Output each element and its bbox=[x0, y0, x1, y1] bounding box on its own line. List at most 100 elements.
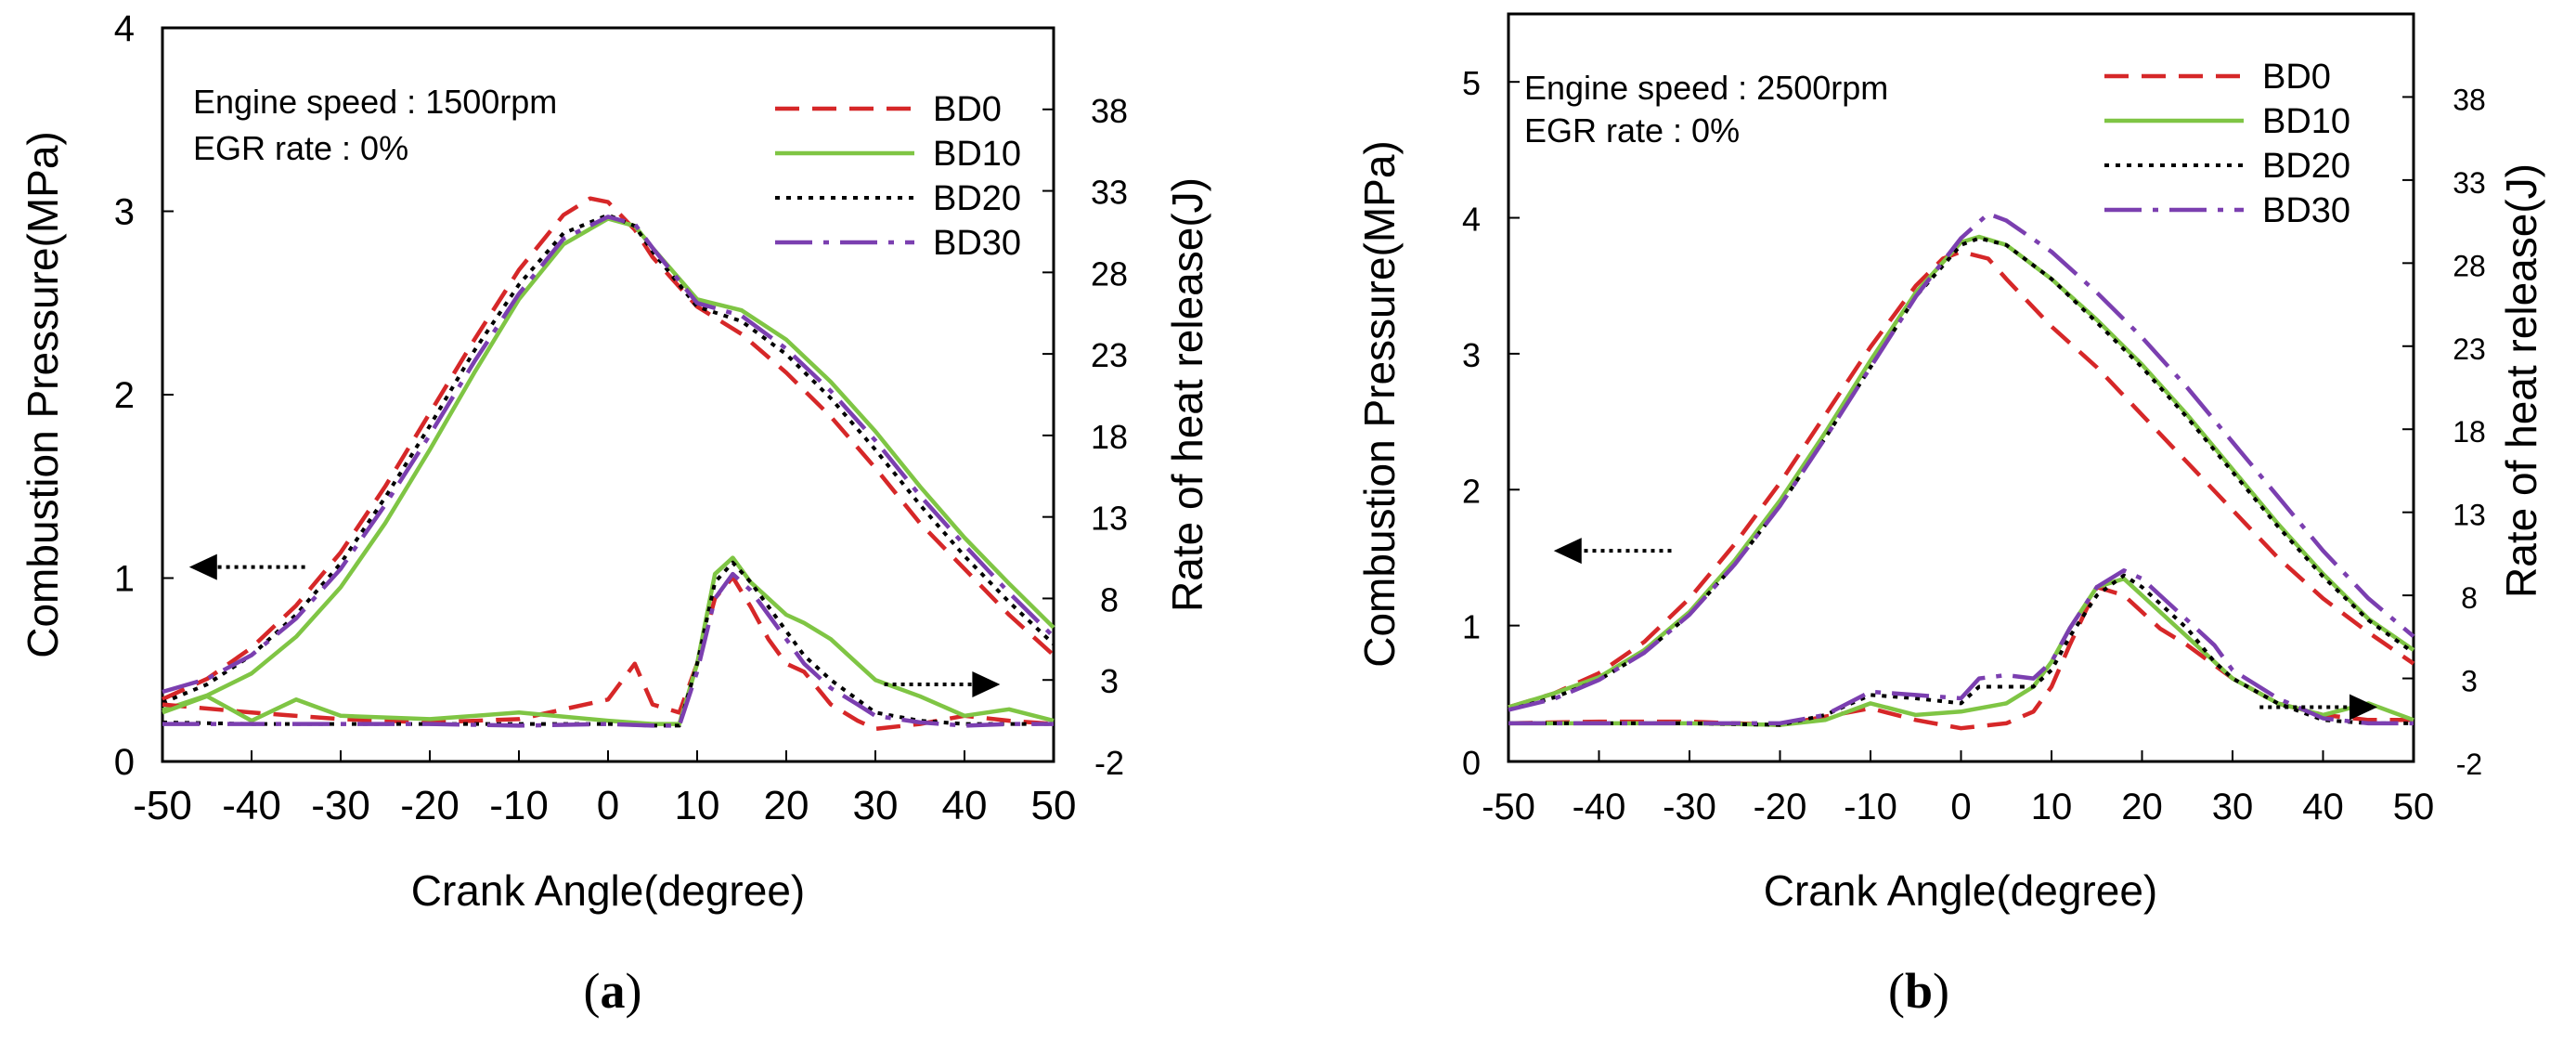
direction-arrows-a bbox=[188, 553, 1001, 698]
heat-release-line-bd30 bbox=[162, 571, 1054, 728]
y-right-axis-label-a: Rate of heat release(J) bbox=[1163, 177, 1211, 612]
plot-area-a bbox=[161, 26, 1055, 763]
annotation-egr-rate-b: EGR rate : 0% bbox=[1524, 111, 1740, 150]
legend-label-bd30-a: BD30 bbox=[933, 224, 1021, 263]
y-left-tick-labels-b: 0 1 2 3 4 5 bbox=[1462, 64, 1481, 782]
y-right-tick-label: 33 bbox=[2453, 166, 2486, 200]
y-left-tick-labels-a: 0 1 2 3 4 bbox=[114, 8, 135, 783]
y-left-tick-label: 2 bbox=[1462, 472, 1481, 510]
caption-letter-b: b bbox=[1905, 963, 1933, 1019]
tick-marks-b bbox=[1508, 81, 2414, 762]
heat-release-line-bd20 bbox=[1508, 573, 2414, 727]
pressure-line-bd0 bbox=[1508, 249, 2415, 709]
heat-release-line-bd30 bbox=[1508, 568, 2414, 726]
pressure-line-bd10 bbox=[1508, 234, 2415, 709]
pressure-line-bd10 bbox=[162, 216, 1055, 712]
arrow-head-left bbox=[1553, 538, 1582, 565]
x-axis-label-a: Crank Angle(degree) bbox=[411, 866, 805, 915]
y-left-tick-label: 1 bbox=[114, 559, 135, 600]
chart-b-svg: -50 -40 -30 -20 -10 0 10 20 30 40 50 0 1 2 3 4 5 -2 38 13… bbox=[1355, 12, 2545, 1019]
y-right-tick-label: 18 bbox=[2453, 415, 2486, 449]
x-tick-label: 40 bbox=[2302, 787, 2344, 827]
annotation-engine-speed-b: Engine speed : 2500rpm bbox=[1524, 69, 1888, 107]
y-right-tick-label: 3 bbox=[2461, 665, 2478, 698]
y-left-tick-label: 5 bbox=[1462, 64, 1481, 102]
panel-caption-b: (b) bbox=[1888, 963, 1949, 1019]
pressure-line-bd0 bbox=[162, 196, 1055, 701]
x-tick-label: 40 bbox=[942, 783, 988, 828]
x-tick-label: 30 bbox=[2212, 787, 2254, 827]
caption-close-a: ) bbox=[626, 963, 642, 1019]
heat-release-curves-b bbox=[1508, 568, 2414, 731]
caption-letter-a: a bbox=[601, 963, 626, 1019]
x-tick-label: -40 bbox=[1573, 787, 1626, 827]
heat-release-curves-a bbox=[162, 555, 1055, 732]
y-left-axis-label-b: Combustion Pressure(MPa) bbox=[1355, 140, 1404, 668]
y-left-tick-label: 0 bbox=[1462, 744, 1481, 782]
x-tick-labels-a: -50 -40 -30 -20 -10 0 10 20 30 40 50 bbox=[133, 783, 1076, 828]
pressure-line-bd30 bbox=[1508, 211, 2415, 712]
x-tick-label: 30 bbox=[853, 783, 899, 828]
x-tick-labels-b: -50 -40 -30 -20 -10 0 10 20 30 40 50 bbox=[1482, 787, 2434, 827]
legend-label-bd10-a: BD10 bbox=[933, 135, 1021, 174]
caption-open-a: ( bbox=[584, 963, 601, 1019]
y-right-tick-label: -2 bbox=[2456, 748, 2482, 781]
legend-label-bd20-a: BD20 bbox=[933, 179, 1021, 218]
y-right-tick-label: 13 bbox=[2453, 499, 2486, 532]
y-right-tick-label: 38 bbox=[2453, 83, 2486, 116]
legend-label-bd30-b: BD30 bbox=[2262, 191, 2350, 230]
tick-marks-a bbox=[162, 27, 1055, 762]
y-right-tick-label: 28 bbox=[2453, 249, 2486, 282]
pressure-line-bd30 bbox=[162, 215, 1055, 695]
pressure-curves-a bbox=[162, 196, 1055, 712]
y-right-tick-label: -2 bbox=[1094, 744, 1124, 782]
y-left-tick-label: 3 bbox=[1462, 336, 1481, 374]
legend-b: BD0 BD10 BD20 BD30 bbox=[2104, 58, 2350, 230]
legend-a: BD0 BD10 BD20 BD30 bbox=[775, 90, 1021, 263]
x-tick-label: -40 bbox=[222, 783, 281, 828]
legend-label-bd20-b: BD20 bbox=[2262, 147, 2350, 186]
x-tick-label: -20 bbox=[400, 783, 460, 828]
x-tick-label: 0 bbox=[597, 783, 619, 828]
legend-label-bd0-b: BD0 bbox=[2262, 58, 2331, 97]
x-tick-label: 10 bbox=[2031, 787, 2073, 827]
y-left-tick-label: 1 bbox=[1462, 608, 1481, 646]
caption-close-b: ) bbox=[1933, 963, 1949, 1019]
y-right-tick-label: 18 bbox=[1091, 418, 1128, 456]
direction-arrows-b bbox=[1553, 538, 2377, 721]
x-tick-label: -30 bbox=[1663, 787, 1716, 827]
pressure-curves-b bbox=[1508, 211, 2415, 712]
x-tick-label: 0 bbox=[1950, 787, 1971, 827]
x-tick-label: -10 bbox=[1844, 787, 1897, 827]
y-left-tick-label: 0 bbox=[114, 742, 135, 783]
heat-release-line-bd10 bbox=[162, 555, 1055, 726]
y-right-tick-label: 23 bbox=[1091, 336, 1128, 374]
arrow-head-left bbox=[188, 553, 217, 580]
y-left-tick-label: 4 bbox=[114, 8, 135, 49]
x-tick-label: -50 bbox=[133, 783, 192, 828]
y-right-tick-label: 3 bbox=[1100, 662, 1119, 700]
x-tick-label: -50 bbox=[1482, 787, 1535, 827]
heat-release-line-bd0 bbox=[162, 575, 1055, 732]
plot-area-b bbox=[1507, 12, 2415, 763]
y-left-tick-label: 4 bbox=[1462, 201, 1481, 239]
pressure-line-bd20 bbox=[1508, 236, 2415, 712]
y-right-tick-label: 33 bbox=[1091, 174, 1128, 212]
panel-caption-a: (a) bbox=[584, 963, 642, 1019]
annotation-engine-speed-a: Engine speed : 1500rpm bbox=[193, 83, 557, 121]
pressure-line-bd20 bbox=[162, 213, 1055, 705]
x-tick-label: 50 bbox=[2393, 787, 2435, 827]
legend-label-bd0-a: BD0 bbox=[933, 90, 1002, 129]
y-left-tick-label: 2 bbox=[114, 375, 135, 416]
panel-b: -50 -40 -30 -20 -10 0 10 20 30 40 50 0 1 2 3 4 5 -2 3 8 13… bbox=[1288, 0, 2576, 1041]
y-left-tick-label: 3 bbox=[114, 192, 135, 233]
x-tick-label: -20 bbox=[1754, 787, 1807, 827]
y-right-tick-label: 38 bbox=[1091, 92, 1128, 130]
caption-open-b: ( bbox=[1888, 963, 1905, 1019]
x-tick-label: 20 bbox=[2121, 787, 2163, 827]
x-tick-label: 50 bbox=[1031, 783, 1077, 828]
x-axis-label-b: Crank Angle(degree) bbox=[1764, 866, 2157, 915]
